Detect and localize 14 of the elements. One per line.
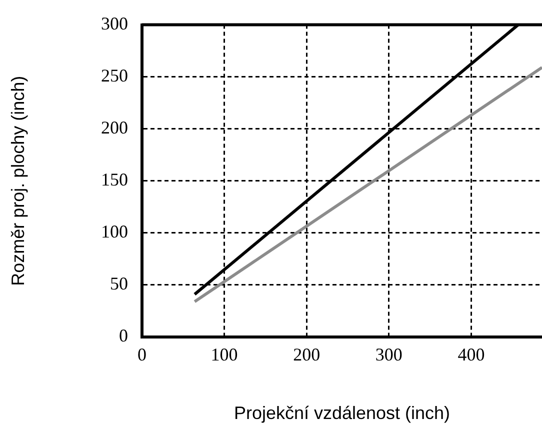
- y-axis-title: Rozměr proj. plochy (inch): [8, 76, 28, 286]
- x-axis-title: Projekční vzdálenost (inch): [234, 403, 450, 424]
- x-tick-label: 100: [210, 344, 238, 365]
- x-tick-label: 0: [138, 344, 146, 365]
- x-tick-label: 200: [293, 344, 320, 365]
- y-tick-label: 100: [101, 222, 128, 242]
- y-tick-label: 0: [119, 326, 128, 346]
- y-tick-label: 250: [101, 66, 128, 86]
- y-tick-label: 150: [101, 170, 128, 190]
- y-tick-label: 50: [110, 274, 128, 294]
- x-tick-label: 400: [458, 344, 485, 365]
- y-tick-label: 300: [101, 14, 128, 34]
- x-tick-label: 300: [375, 344, 402, 365]
- y-tick-label: 200: [101, 118, 128, 138]
